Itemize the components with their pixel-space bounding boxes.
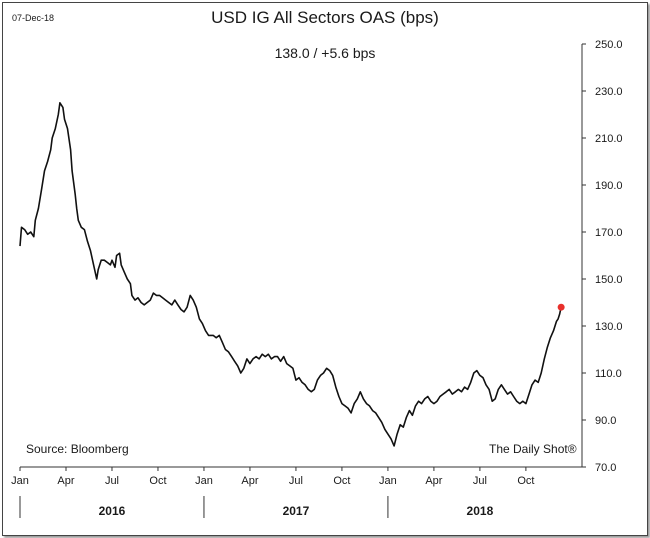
x-tick-label: Oct [149, 475, 166, 487]
x-tick-label: Jan [11, 475, 29, 487]
x-tick-label: Jan [195, 475, 213, 487]
y-tick-label: 90.0 [595, 415, 616, 427]
year-label: 2017 [283, 504, 310, 518]
chart-subtitle: 138.0 / +5.6 bps [274, 45, 376, 61]
source-note: Source: Bloomberg [26, 442, 129, 456]
x-tick-label: Jan [379, 475, 397, 487]
x-tick-label: Jul [289, 475, 303, 487]
year-label: 2016 [99, 504, 126, 518]
x-tick-label: Apr [241, 475, 258, 487]
x-tick-label: Oct [333, 475, 350, 487]
credit-note: The Daily Shot® [489, 442, 577, 456]
y-tick-label: 250.0 [595, 39, 623, 51]
y-tick-label: 190.0 [595, 180, 623, 192]
y-tick-label: 130.0 [595, 321, 623, 333]
x-tick-label: Jul [473, 475, 487, 487]
y-tick-label: 210.0 [595, 133, 623, 145]
last-value-marker [557, 303, 565, 311]
y-tick-label: 230.0 [595, 86, 623, 98]
y-tick-label: 170.0 [595, 227, 623, 239]
year-label: 2018 [467, 504, 494, 518]
x-tick-label: Apr [57, 475, 74, 487]
series-line [19, 102, 562, 447]
y-tick-label: 110.0 [595, 368, 622, 380]
y-tick-label: 150.0 [595, 274, 623, 286]
chart-title: USD IG All Sectors OAS (bps) [211, 8, 439, 27]
x-tick-label: Oct [517, 475, 534, 487]
x-tick-label: Apr [425, 475, 442, 487]
x-tick-label: Jul [105, 475, 119, 487]
y-tick-label: 70.0 [595, 462, 616, 474]
date-stamp: 07-Dec-18 [12, 13, 55, 23]
